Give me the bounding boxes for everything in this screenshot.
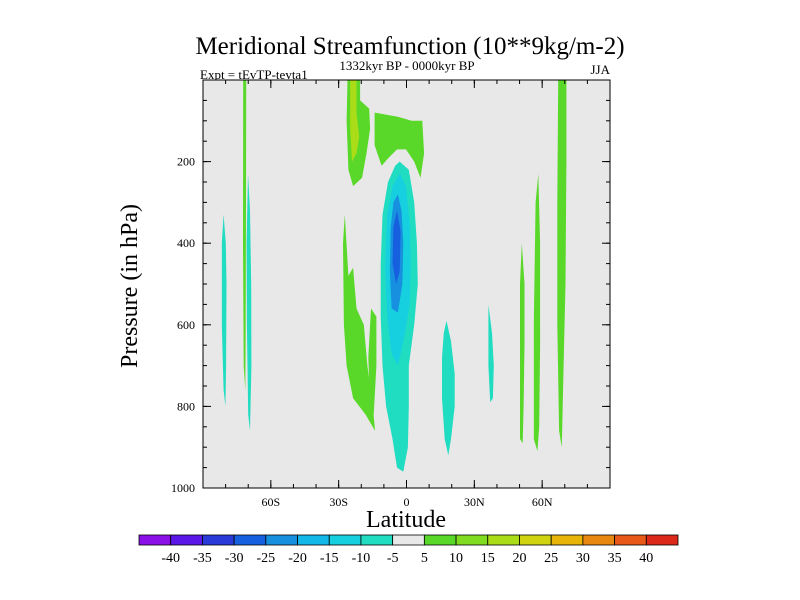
axis-ticks: 60S 30S 0 30N 60N 200 400 600 800 1000	[171, 80, 610, 509]
contour-region-14	[520, 243, 525, 444]
colorbar-swatch	[265, 534, 298, 546]
x-axis-label: Latitude	[366, 507, 446, 533]
y-tick-label: 800	[177, 399, 195, 413]
contour-region-11	[392, 210, 401, 284]
colorbar-label: -20	[288, 551, 307, 566]
contour-region-13	[488, 304, 494, 403]
colorbar-swatch	[138, 534, 172, 546]
colorbar-label: 30	[576, 551, 590, 566]
colorbar-swatch	[614, 534, 647, 546]
contour-regions	[221, 80, 567, 472]
x-tick-label: 60N	[532, 495, 553, 509]
colorbar-swatch	[170, 534, 203, 546]
colorbar-swatch	[455, 534, 489, 546]
colorbar: -40 -35 -30 -25 -20 -15 -10 -5 5 10 15 20 25 30 35 40	[138, 534, 679, 566]
colorbar-label: 20	[512, 551, 526, 566]
contour-region-16	[557, 80, 567, 448]
colorbar-swatch	[392, 534, 425, 546]
experiment-label: Expt = tEvTP-tevta1	[200, 67, 308, 82]
contour-region-7	[368, 308, 377, 415]
contour-region-6	[343, 214, 376, 431]
contour-region-4	[350, 80, 360, 162]
x-tick-label: 30N	[464, 495, 485, 509]
colorbar-swatch	[645, 534, 679, 546]
colorbar-label: -15	[320, 551, 339, 566]
contour-region-1	[243, 80, 247, 391]
colorbar-label: 35	[608, 551, 622, 566]
contour-region-15	[533, 173, 541, 452]
colorbar-label: -5	[387, 551, 399, 566]
x-tick-label: 60S	[261, 495, 280, 509]
y-tick-label: 600	[177, 318, 195, 332]
x-tick-label: 0	[404, 495, 410, 509]
colorbar-label: -10	[352, 551, 371, 566]
contour-region-2	[246, 173, 252, 431]
colorbar-swatch	[423, 534, 457, 546]
colorbar-label: -35	[193, 551, 212, 566]
season-label: JJA	[590, 62, 610, 77]
colorbar-label: -30	[225, 551, 244, 566]
colorbar-swatch	[360, 534, 394, 546]
colorbar-label: 40	[639, 551, 653, 566]
colorbar-label: 25	[544, 551, 558, 566]
y-axis-label: Pressure (in hPa)	[117, 204, 143, 368]
colorbar-swatch	[233, 534, 267, 546]
colorbar-label: -40	[161, 551, 180, 566]
colorbar-swatch	[487, 534, 520, 546]
colorbar-label: 10	[449, 551, 463, 566]
contour-region-12	[442, 320, 455, 456]
colorbar-swatch	[582, 534, 615, 546]
colorbar-label: 15	[481, 551, 495, 566]
colorbar-swatch	[328, 534, 362, 546]
x-tick-label: 30S	[329, 495, 348, 509]
contour-region-0	[221, 214, 227, 407]
colorbar-label: -25	[256, 551, 275, 566]
colorbar-label: 5	[421, 551, 428, 566]
colorbar-swatch	[297, 534, 330, 546]
colorbar-swatch	[519, 534, 552, 546]
y-tick-label: 1000	[171, 481, 195, 495]
y-tick-label: 200	[177, 155, 195, 169]
contour-region-5	[374, 112, 425, 178]
time-range-label: 1332kyr BP - 0000kyr BP	[339, 58, 474, 73]
chart-title: Meridional Streamfunction (10**9kg/m-2)	[195, 33, 624, 60]
y-tick-label: 400	[177, 236, 195, 250]
colorbar-swatch	[550, 534, 584, 546]
colorbar-swatch	[202, 534, 235, 546]
